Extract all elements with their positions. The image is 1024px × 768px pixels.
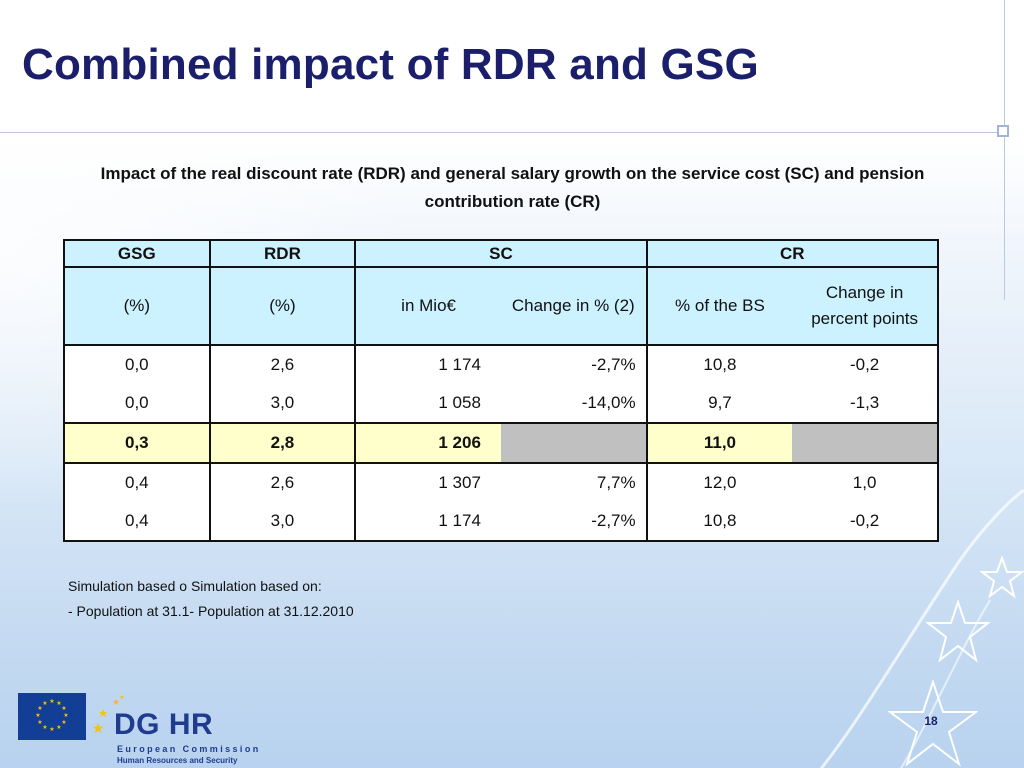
cell-cr-change	[792, 423, 939, 464]
table-row: 0,4 3,0 1 174 -2,7% 10,8 -0,2	[63, 502, 939, 542]
cell-sc-mio: 1 206	[354, 423, 501, 464]
cell-sc-mio: 1 174	[354, 502, 501, 542]
header-rule	[0, 132, 1004, 133]
cell-cr-bs: 9,7	[645, 384, 793, 424]
cell-gsg: 0,0	[63, 345, 210, 384]
svg-text:★: ★	[56, 700, 61, 707]
cell-sc-change: 7,7%	[500, 463, 647, 502]
table-row: 0,4 2,6 1 307 7,7% 12,0 1,0	[63, 463, 939, 502]
cell-cr-bs: 12,0	[645, 463, 793, 502]
cell-gsg: 0,4	[63, 502, 210, 542]
org-name: European Commission	[117, 744, 261, 754]
svg-text:★: ★	[112, 698, 120, 708]
svg-text:★: ★	[119, 694, 124, 701]
cell-sc-mio: 1 307	[354, 463, 501, 502]
cell-sc-change: -14,0%	[500, 384, 647, 424]
svg-text:★: ★	[35, 712, 40, 719]
star-outline-icon	[888, 680, 978, 767]
cell-cr-bs: 10,8	[645, 345, 793, 384]
cell-rdr: 2,8	[208, 423, 356, 464]
cell-rdr: 3,0	[208, 502, 356, 542]
impact-table: GSG RDR SC CR (%) (%) in Mio€ Change in …	[63, 239, 940, 542]
star-icon: ★ ★ ★ ★	[92, 694, 125, 737]
subheader-gsg-unit: (%)	[63, 267, 210, 346]
svg-text:★: ★	[42, 700, 47, 707]
cell-gsg: 0,0	[63, 384, 210, 424]
header-sc: SC	[354, 239, 647, 268]
svg-text:★: ★	[42, 724, 47, 731]
side-rule	[1004, 0, 1005, 300]
table-row: 0,0 2,6 1 174 -2,7% 10,8 -0,2	[63, 345, 939, 384]
svg-text:★: ★	[61, 719, 66, 726]
cell-rdr: 3,0	[208, 384, 356, 424]
table-row-baseline: 0,3 2,8 1 206 11,0	[63, 423, 939, 464]
cell-rdr: 2,6	[208, 463, 356, 502]
cell-gsg: 0,3	[63, 423, 210, 464]
svg-text:★: ★	[49, 698, 54, 705]
subheader-sc-change: Change in % (2)	[500, 267, 647, 346]
svg-text:★: ★	[37, 719, 42, 726]
cell-gsg: 0,4	[63, 463, 210, 502]
cell-sc-change	[500, 423, 647, 464]
simulation-notes: Simulation based o Simulation based on: …	[68, 574, 354, 624]
cell-cr-change: 1,0	[792, 463, 939, 502]
subheader-cr-bs: % of the BS	[645, 267, 793, 346]
notes-line: - Population at 31.1- Population at 31.1…	[68, 603, 354, 619]
eu-flag-icon: ★ ★ ★ ★ ★ ★ ★ ★ ★ ★ ★ ★	[18, 693, 86, 740]
dg-hr-logo-text: DG HR	[114, 708, 214, 741]
page-number: 18	[924, 714, 938, 728]
notes-line: Simulation based o Simulation based on:	[68, 578, 322, 594]
cell-cr-change: -0,2	[792, 502, 939, 542]
table-row: 0,0 3,0 1 058 -14,0% 9,7 -1,3	[63, 384, 939, 424]
cell-sc-mio: 1 174	[354, 345, 501, 384]
header-gsg: GSG	[63, 239, 210, 268]
svg-text:★: ★	[98, 707, 108, 720]
subheader-sc-mio: in Mio€	[354, 267, 501, 346]
corner-marker	[997, 125, 1009, 137]
table-caption: Impact of the real discount rate (RDR) a…	[100, 164, 925, 211]
cell-rdr: 2,6	[208, 345, 356, 384]
svg-text:★: ★	[37, 705, 42, 712]
star-outline-icon	[926, 600, 990, 663]
cell-cr-bs: 11,0	[645, 423, 793, 464]
svg-text:★: ★	[56, 724, 61, 731]
subheader-rdr-unit: (%)	[208, 267, 356, 346]
svg-text:★: ★	[63, 712, 68, 719]
subheader-cr-change: Change in percent points	[792, 267, 939, 346]
slide-title: Combined impact of RDR and GSG	[22, 40, 759, 89]
svg-text:★: ★	[61, 705, 66, 712]
cell-sc-mio: 1 058	[354, 384, 501, 424]
cell-cr-change: -1,3	[792, 384, 939, 424]
header-cr: CR	[645, 239, 940, 268]
header-rdr: RDR	[208, 239, 356, 268]
star-outline-icon	[980, 556, 1024, 599]
org-unit: Human Resources and Security	[117, 756, 238, 765]
cell-sc-change: -2,7%	[500, 345, 647, 384]
svg-text:★: ★	[49, 726, 54, 733]
cell-cr-change: -0,2	[792, 345, 939, 384]
cell-cr-bs: 10,8	[645, 502, 793, 542]
cell-sc-change: -2,7%	[500, 502, 647, 542]
svg-text:★: ★	[92, 721, 105, 737]
